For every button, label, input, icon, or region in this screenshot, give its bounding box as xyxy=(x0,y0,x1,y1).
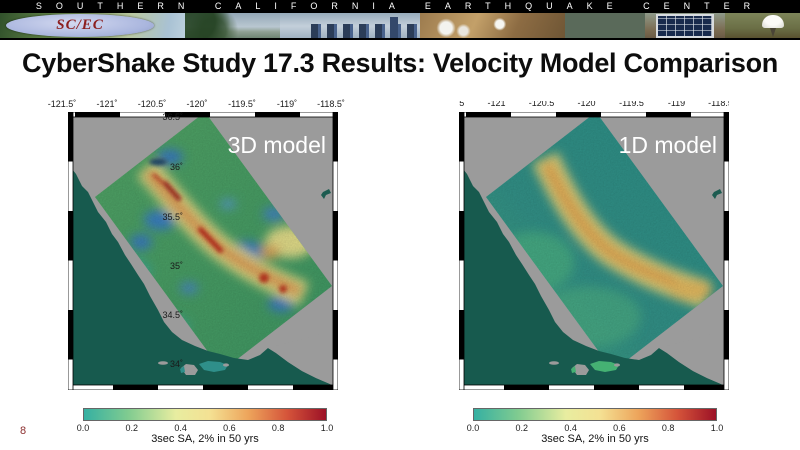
solar-panel-icon xyxy=(656,14,714,38)
lat-label: 34.5˚ xyxy=(162,310,183,320)
lat-label: 36˚ xyxy=(169,162,183,172)
lon-label: -120.5˚ xyxy=(528,101,558,108)
scec-logo: SC/EC xyxy=(6,14,154,37)
lat-label: 34˚ xyxy=(169,359,183,369)
header-rule xyxy=(0,38,800,40)
lon-label: -118.5˚ xyxy=(708,101,729,108)
map-3d: -121.5˚ -121˚ -120.5˚ -120˚ -119.5˚ -119… xyxy=(48,99,345,390)
cbar-tick: 0.2 xyxy=(125,423,139,433)
lon-label: -120.5˚ xyxy=(137,99,167,109)
lat-label: 35.5˚ xyxy=(162,212,183,222)
gps-tripod-icon xyxy=(770,28,776,37)
lon-label: -119.5˚ xyxy=(619,101,647,108)
cbar-tick: 1.0 xyxy=(320,423,334,433)
cbar-tick: 0.4 xyxy=(174,423,187,433)
lon-label: -120˚ xyxy=(577,101,599,108)
map-1d-graphic: 1D model xyxy=(459,112,729,390)
lon-label: -119˚ xyxy=(276,99,298,109)
colorbar-left-caption: 3sec SA, 2% in 50 yrs xyxy=(151,433,259,445)
skyline-tower xyxy=(390,16,398,38)
map-3d-label: 3D model xyxy=(228,132,326,158)
colorbar-right xyxy=(473,408,717,421)
lat-label: 35˚ xyxy=(169,261,183,271)
photo-solar-station xyxy=(645,13,725,38)
lon-label: -119.5˚ xyxy=(228,99,256,109)
lon-axis-right: -121.5˚ -121˚ -120.5˚ -120˚ -119.5˚ -119… xyxy=(459,101,729,111)
cbar-tick: 0.2 xyxy=(515,423,529,433)
lon-label: -121.5˚ xyxy=(459,101,468,108)
colorbar-left xyxy=(83,408,327,421)
gps-dome-icon xyxy=(762,15,784,28)
map-1d: -121.5˚ -121˚ -120.5˚ -120˚ -119.5˚ -119… xyxy=(162,101,729,390)
colorbar-left-ticks: 0.0 0.2 0.4 0.6 0.8 1.0 xyxy=(77,423,334,433)
slide-title: CyberShake Study 17.3 Results: Velocity … xyxy=(22,48,778,78)
cbar-tick: 0.4 xyxy=(564,423,577,433)
lon-label: -118.5˚ xyxy=(317,99,345,109)
lon-label: -120˚ xyxy=(186,99,208,109)
map-3d-graphic: 3D model xyxy=(68,112,338,390)
colorbar-right-caption: 3sec SA, 2% in 50 yrs xyxy=(541,433,649,445)
header-photo-banner: SC/EC xyxy=(0,13,800,38)
photo-mountains xyxy=(185,13,280,38)
lon-label: -121˚ xyxy=(487,101,509,108)
photo-la-skyline xyxy=(280,13,420,38)
lat-label: 36.5˚ xyxy=(162,112,183,122)
skyline-buildings xyxy=(310,23,420,38)
photo-gps-dome xyxy=(725,13,800,38)
cbar-tick: 1.0 xyxy=(710,423,724,433)
cbar-tick: 0.0 xyxy=(76,423,90,433)
org-name-strip: SOUTHERN CALIFORNIA EARTHQUAKE CENTER xyxy=(0,0,800,13)
photo-field-trip xyxy=(420,13,565,38)
lon-label: -121.5˚ xyxy=(47,99,77,109)
colorbar-right-ticks: 0.0 0.2 0.4 0.6 0.8 1.0 xyxy=(467,423,724,433)
lon-axis-left: -121.5˚ -121˚ -120.5˚ -120˚ -119.5˚ -119… xyxy=(48,99,345,111)
cbar-tick: 0.0 xyxy=(466,423,480,433)
lon-label: -121˚ xyxy=(96,99,118,109)
scec-logo-text: SC/EC xyxy=(56,17,104,33)
cbar-tick: 0.8 xyxy=(661,423,675,433)
photo-people xyxy=(565,13,645,38)
page-number: 8 xyxy=(20,425,27,437)
lon-label: -119˚ xyxy=(667,101,689,108)
cbar-tick: 0.6 xyxy=(613,423,626,433)
cbar-tick: 0.6 xyxy=(223,423,236,433)
cbar-tick: 0.8 xyxy=(271,423,285,433)
map-1d-label: 1D model xyxy=(619,132,717,158)
